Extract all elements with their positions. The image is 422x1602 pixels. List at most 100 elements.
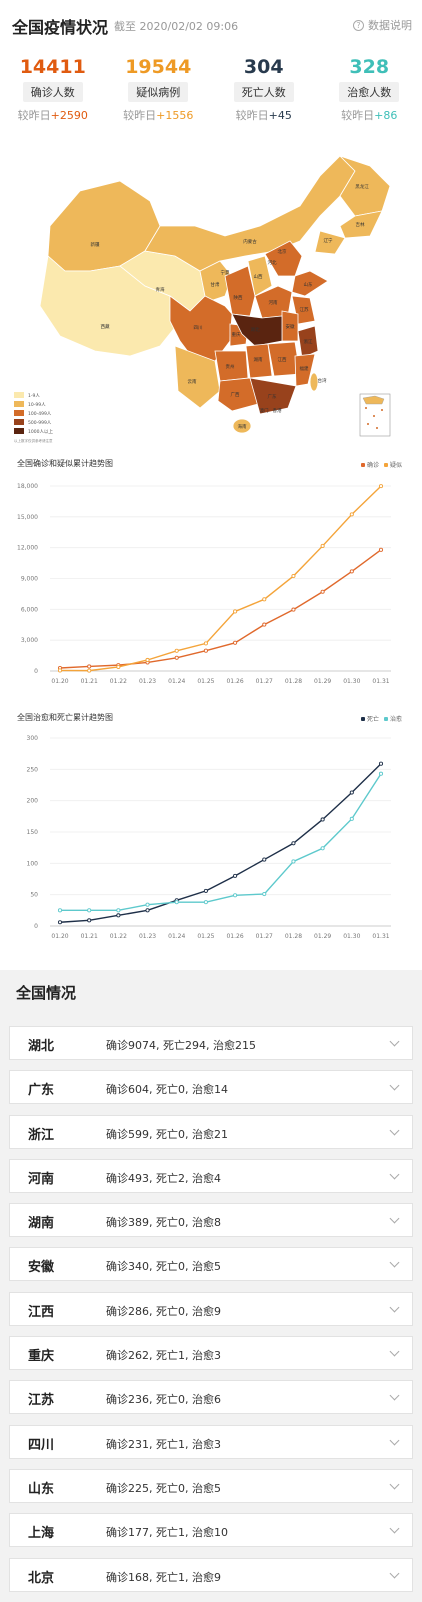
legend-label: 治愈 [390,716,403,723]
map-region-hubei[interactable] [231,313,283,347]
chevron-down-icon[interactable] [389,1169,400,1180]
map-province-label: 福建 [300,365,309,372]
province-name: 湖北 [28,1039,55,1054]
legend-swatch [14,392,24,398]
stat-label: 治愈人数 [339,82,400,102]
legend-label: 10-99人 [28,402,46,408]
map-province-label: 黑龙江 [355,183,369,190]
map-region-yunnan[interactable] [174,345,221,409]
map-province-label: 浙江 [304,338,313,345]
y-tick-label: 200 [27,798,39,805]
map-region-inner-mongolia[interactable] [144,155,356,272]
chevron-down-icon[interactable] [389,1435,400,1446]
data-point [116,664,121,670]
map-region-guangdong[interactable] [249,377,297,415]
y-tick-label: 250 [27,766,39,773]
data-point [349,816,354,821]
province-row[interactable]: 上海 确诊177, 死亡1, 治愈10 [9,1513,413,1548]
data-point [378,484,384,489]
map-region-hunan[interactable] [245,343,273,379]
x-tick-label: 01.29 [314,678,331,685]
page-title: 全国疫情状况 [12,18,109,37]
map-region-hebei[interactable] [264,240,303,277]
province-stats: 确诊340, 死亡0, 治愈5 [106,1260,221,1274]
province-row[interactable]: 重庆 确诊262, 死亡1, 治愈3 [9,1336,413,1371]
map-footnote: 以上数字仅供参考请注意 [14,438,53,443]
map-region-jilin[interactable] [339,210,383,239]
map-province-label: 西藏 [101,323,110,330]
map-region-henan[interactable] [254,285,293,319]
data-point [262,857,267,862]
data-point [291,859,296,864]
data-point [320,817,325,822]
province-row[interactable]: 浙江 确诊599, 死亡0, 治愈21 [9,1114,413,1149]
chevron-down-icon[interactable] [389,1523,400,1534]
data-point [233,893,238,898]
legend-dot [384,462,389,467]
chevron-down-icon[interactable] [389,1258,400,1268]
map-province-label: 海南 [238,423,247,430]
data-point [87,908,92,913]
chevron-down-icon[interactable] [389,1302,400,1313]
province-row[interactable]: 广东 确诊604, 死亡0, 治愈14 [9,1070,413,1105]
province-stats: 确诊493, 死亡2, 治愈4 [106,1171,221,1185]
x-tick-label: 01.23 [139,933,156,940]
series-line [59,485,382,672]
data-point [116,908,121,913]
chevron-down-icon[interactable] [389,1346,400,1357]
province-row[interactable]: 湖北 确诊9074, 死亡294, 治愈215 [9,1026,413,1060]
chevron-down-icon[interactable] [389,1125,400,1136]
legend-label: 确诊 [367,462,380,469]
map-region-hainan[interactable] [232,418,252,434]
map-province-label: 北京 [278,248,287,255]
map-province-label: 湖南 [254,356,263,363]
province-name: 上海 [28,1526,55,1542]
chevron-down-icon[interactable] [389,1390,400,1401]
map-region-fujian[interactable] [294,353,316,387]
province-row[interactable]: 北京 确诊168, 死亡1, 治愈9 [9,1557,413,1592]
map-region-liaoning[interactable] [314,230,346,255]
x-tick-label: 01.29 [314,933,331,940]
map-province-label: 江苏 [300,306,309,313]
legend-label: 500-999人 [28,420,52,426]
header: 全国疫情状况 截至 2020/02/02 09:06 ? 数据说明 [0,0,422,48]
data-point [174,655,179,660]
province-stats: 确诊231, 死亡1, 治愈3 [106,1437,221,1451]
chevron-down-icon[interactable] [389,1036,400,1047]
province-row[interactable]: 河南 确诊493, 死亡2, 治愈4 [9,1158,413,1193]
province-name: 湖南 [28,1216,55,1232]
province-row[interactable]: 安徽 确诊340, 死亡0, 治愈5 [9,1247,413,1282]
province-stats: 确诊177, 死亡1, 治愈10 [106,1526,228,1540]
province-row[interactable]: 江西 确诊286, 死亡0, 治愈9 [9,1291,413,1326]
inset-island [365,407,367,409]
map-region-taiwan[interactable] [309,372,319,392]
province-name: 广东 [28,1083,55,1099]
map-region-zhejiang[interactable] [297,325,319,359]
stat-value: 14411 [19,56,86,78]
map-region-shaanxi[interactable] [224,265,256,317]
province-row[interactable]: 四川 确诊231, 死亡1, 治愈3 [9,1424,413,1459]
stats-summary: 14411 确诊人数 较昨日+2590 19544 疑似病例 较昨日+1556 … [0,54,422,128]
chart1-legend: 确诊 疑似 [356,460,402,469]
chevron-down-icon[interactable] [389,1080,400,1091]
data-explain-link[interactable]: ? 数据说明 [353,17,412,33]
map-province-label: 广西 [231,391,240,398]
map-province-label: 新疆 [91,241,100,248]
inset-island [367,423,369,425]
map-region-shandong[interactable] [291,270,329,297]
data-point [320,589,325,594]
province-row[interactable]: 江苏 确诊236, 死亡0, 治愈6 [9,1380,413,1415]
data-point [233,873,238,878]
province-row[interactable]: 山东 确诊225, 死亡0, 治愈5 [9,1468,413,1503]
y-tick-label: 9,000 [21,576,38,583]
map-region-guangxi[interactable] [217,377,259,412]
chevron-down-icon[interactable] [389,1213,400,1224]
chevron-down-icon[interactable] [389,1479,400,1490]
china-map[interactable]: 黑龙江 吉林 辽宁 内蒙古 新疆 西藏 青海 甘肃 宁夏 陕西 山西 河北 北京 山东 河南 江苏 安徽 湖北 四川… [10,146,412,446]
map-province-label: 内蒙古 [243,238,257,245]
chevron-down-icon[interactable] [389,1568,400,1579]
province-row[interactable]: 湖南 确诊389, 死亡0, 治愈8 [9,1203,413,1238]
x-tick-label: 01.20 [51,933,68,940]
